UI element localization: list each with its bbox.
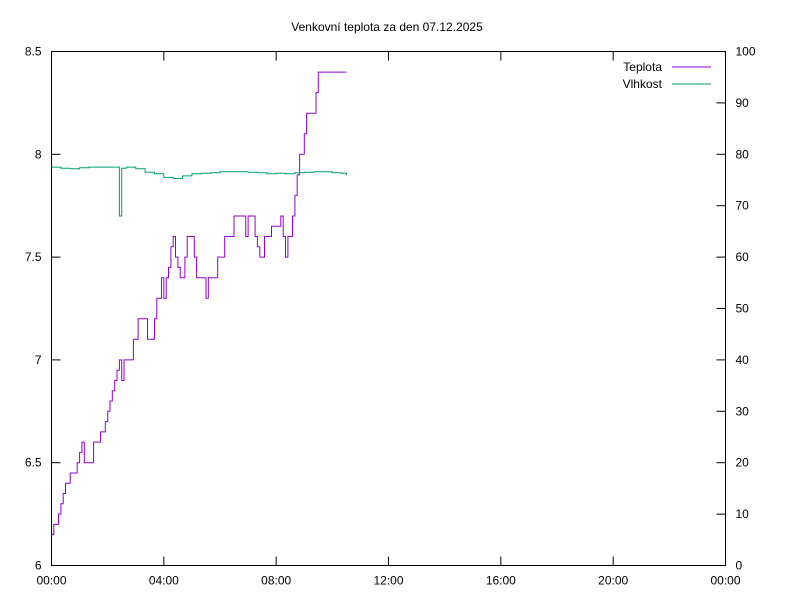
x-tick-label: 00:00 bbox=[36, 574, 66, 588]
y-tick-label: 6.5 bbox=[25, 456, 42, 470]
y-axis: 6 6.5 7 7.5 8 8.5 bbox=[25, 45, 61, 573]
y2-tick-label: 40 bbox=[736, 353, 750, 367]
y-tick-label: 7.5 bbox=[25, 250, 42, 264]
series-line-vlhkost bbox=[51, 166, 347, 217]
series-layer bbox=[51, 71, 347, 536]
y2-tick-label: 10 bbox=[736, 507, 750, 521]
series-line-teplota bbox=[51, 71, 347, 536]
x-tick-label: 00:00 bbox=[710, 574, 740, 588]
y2-tick-label: 20 bbox=[736, 456, 750, 470]
y2-tick-label: 70 bbox=[736, 199, 750, 213]
x-tick-label: 20:00 bbox=[598, 574, 628, 588]
y2-tick-label: 60 bbox=[736, 250, 750, 264]
y-tick-label: 7 bbox=[35, 353, 42, 367]
y2-tick-label: 0 bbox=[736, 559, 743, 573]
y2-tick-label: 90 bbox=[736, 96, 750, 110]
y2-axis: 0 10 20 30 40 50 60 70 80 90 100 bbox=[716, 45, 756, 573]
y-tick-label: 8 bbox=[35, 147, 42, 161]
legend: Teplota Vlhkost bbox=[623, 60, 711, 91]
y2-tick-label: 100 bbox=[736, 45, 756, 59]
x-tick-label: 08:00 bbox=[261, 574, 291, 588]
plot-area bbox=[51, 51, 726, 566]
y2-tick-label: 30 bbox=[736, 404, 750, 418]
x-tick-label: 16:00 bbox=[486, 574, 516, 588]
legend-label-vlhkost: Vlhkost bbox=[623, 77, 663, 91]
x-tick-label: 12:00 bbox=[373, 574, 403, 588]
x-axis: 00:00 04:00 08:00 12:00 16:00 20:00 00:00 bbox=[36, 51, 741, 588]
y2-tick-label: 80 bbox=[736, 147, 750, 161]
chart-title: Venkovní teplota za den 07.12.2025 bbox=[291, 20, 483, 34]
y-tick-label: 8.5 bbox=[25, 45, 42, 59]
legend-label-teplota: Teplota bbox=[623, 60, 662, 74]
y-tick-label: 6 bbox=[35, 559, 42, 573]
x-tick-label: 04:00 bbox=[149, 574, 179, 588]
y2-tick-label: 50 bbox=[736, 302, 750, 316]
